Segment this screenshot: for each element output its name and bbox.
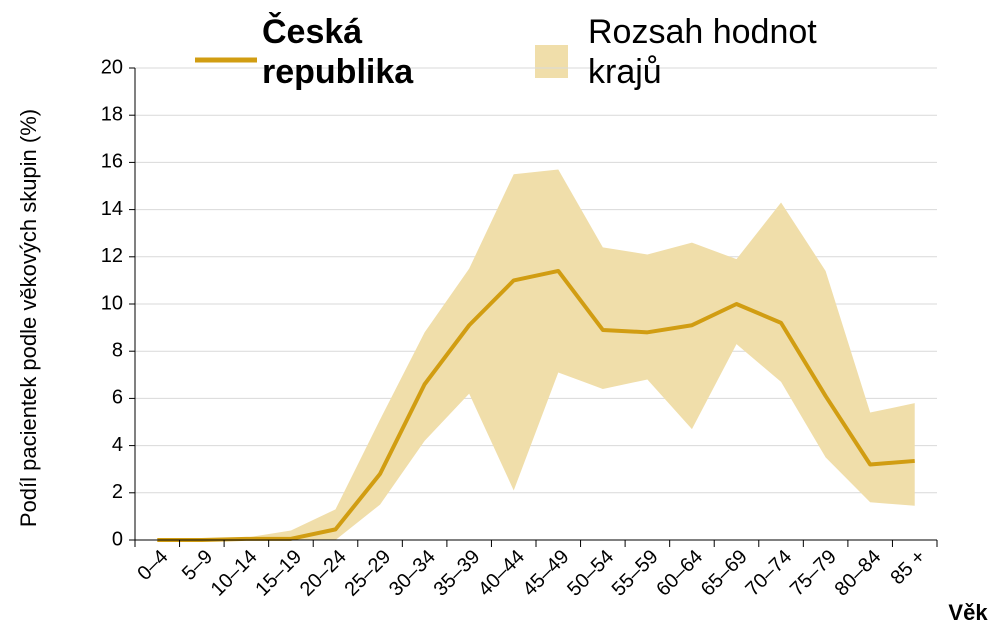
x-tick-label: 50–54 — [563, 546, 618, 601]
y-tick-label: 4 — [112, 434, 123, 456]
x-tick-label: 80–84 — [831, 546, 886, 601]
y-axis-label: Podíl pacientek podle věkových skupin (%… — [16, 109, 41, 527]
y-tick-label: 8 — [112, 339, 123, 361]
x-tick-label: 0–4 — [133, 546, 172, 585]
y-tick-label: 20 — [101, 56, 123, 78]
x-tick-label: 60–64 — [652, 546, 707, 601]
x-tick-label: 25–29 — [340, 546, 395, 601]
x-tick-label: 75–79 — [786, 546, 841, 601]
y-tick-label: 16 — [101, 151, 123, 173]
x-tick-label: 10–14 — [207, 546, 262, 601]
range-band — [157, 169, 915, 541]
x-tick-label: 15–19 — [251, 546, 306, 601]
y-tick-label: 10 — [101, 292, 123, 314]
x-tick-label: 65–69 — [697, 546, 752, 601]
x-tick-label: 20–24 — [296, 546, 351, 601]
legend-label: Česká republika — [262, 13, 414, 91]
x-tick-label: 40–44 — [474, 546, 529, 601]
y-tick-label: 0 — [112, 528, 123, 550]
y-tick-label: 12 — [101, 245, 123, 267]
x-tick-label: 70–74 — [741, 546, 796, 601]
x-tick-label: 30–34 — [385, 546, 440, 601]
x-tick-label: 85 + — [887, 546, 930, 589]
x-tick-label: 55–59 — [608, 546, 663, 601]
y-tick-label: 2 — [112, 481, 123, 503]
x-tick-label: 35–39 — [430, 546, 485, 601]
y-tick-label: 14 — [101, 198, 123, 220]
legend-band — [535, 45, 568, 78]
x-axis-label: Věk — [948, 600, 988, 625]
y-tick-label: 6 — [112, 387, 123, 409]
legend-label: Rozsah hodnot krajů — [588, 13, 817, 91]
x-tick-label: 5–9 — [178, 546, 217, 585]
y-tick-label: 18 — [101, 103, 123, 125]
line — [157, 268, 915, 542]
x-tick-label: 45–49 — [519, 546, 574, 601]
